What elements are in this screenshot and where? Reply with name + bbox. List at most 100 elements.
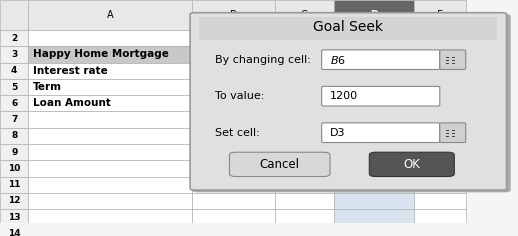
Bar — [28, 160, 192, 177]
Text: 9: 9 — [11, 148, 18, 157]
Bar — [452, 130, 455, 131]
FancyBboxPatch shape — [369, 152, 454, 177]
Bar — [452, 57, 455, 58]
Bar — [28, 193, 192, 209]
Bar — [414, 0, 466, 30]
Bar — [192, 111, 275, 128]
FancyBboxPatch shape — [440, 123, 466, 143]
Text: 3: 3 — [11, 50, 18, 59]
Bar — [28, 111, 192, 128]
Text: Payment: Payment — [357, 33, 411, 43]
Bar — [28, 30, 192, 46]
Bar — [414, 225, 466, 236]
Text: 13: 13 — [8, 213, 21, 222]
Bar — [414, 63, 466, 79]
Bar — [192, 63, 275, 79]
Bar — [192, 177, 275, 193]
Text: 12: 12 — [8, 196, 21, 205]
Bar — [452, 136, 455, 137]
Text: By changing cell:: By changing cell: — [215, 55, 311, 65]
Bar — [192, 193, 275, 209]
FancyBboxPatch shape — [192, 14, 511, 192]
Bar — [446, 130, 449, 131]
Text: 4: 4 — [11, 66, 18, 75]
Bar — [0, 128, 28, 144]
Text: 2: 2 — [11, 34, 18, 43]
Bar — [334, 95, 414, 111]
Bar — [0, 30, 28, 46]
Text: 7: 7 — [11, 115, 18, 124]
Bar — [192, 225, 275, 236]
FancyBboxPatch shape — [322, 50, 440, 69]
Bar — [275, 30, 334, 46]
Bar — [452, 60, 455, 61]
Bar — [275, 209, 334, 225]
Bar — [192, 209, 275, 225]
Text: To value:: To value: — [215, 91, 264, 101]
Bar — [192, 30, 275, 46]
Text: 1476.26: 1476.26 — [368, 66, 411, 76]
Bar — [446, 63, 449, 64]
Text: 5.00%: 5.00% — [239, 66, 271, 76]
Bar — [192, 160, 275, 177]
Bar — [0, 209, 28, 225]
Bar — [334, 111, 414, 128]
Bar — [28, 144, 192, 160]
Bar — [199, 17, 497, 40]
Text: E: E — [437, 10, 443, 20]
Text: Cancel: Cancel — [260, 158, 300, 171]
Bar — [414, 193, 466, 209]
Bar — [28, 177, 192, 193]
Text: D: D — [370, 10, 378, 20]
Bar — [446, 136, 449, 137]
Text: Set cell:: Set cell: — [215, 128, 260, 138]
Bar — [28, 225, 192, 236]
Text: 6: 6 — [11, 99, 18, 108]
Text: A: A — [107, 10, 113, 20]
Bar — [414, 209, 466, 225]
Bar — [0, 111, 28, 128]
Bar — [446, 133, 449, 134]
Bar — [334, 160, 414, 177]
Bar — [334, 144, 414, 160]
Bar — [275, 225, 334, 236]
Bar — [334, 79, 414, 95]
Bar — [275, 79, 334, 95]
Bar — [334, 128, 414, 144]
Bar — [275, 193, 334, 209]
Bar — [0, 46, 28, 63]
Bar — [446, 57, 449, 58]
Bar — [275, 0, 334, 30]
Bar — [275, 177, 334, 193]
Bar — [334, 30, 414, 46]
Bar — [275, 46, 334, 63]
Bar — [28, 46, 192, 63]
Text: 5: 5 — [11, 83, 18, 92]
Bar — [275, 144, 334, 160]
Bar — [275, 63, 334, 79]
Bar — [414, 177, 466, 193]
Bar — [334, 225, 414, 236]
Bar — [28, 79, 192, 95]
Text: 1476.26: 1476.26 — [368, 50, 411, 59]
Bar — [193, 97, 273, 109]
Bar — [28, 128, 192, 144]
Bar — [414, 160, 466, 177]
Text: 10: 10 — [8, 164, 20, 173]
Text: Rate: Rate — [302, 33, 331, 43]
Bar — [192, 95, 275, 111]
Bar — [192, 128, 275, 144]
Text: D3: D3 — [330, 128, 346, 138]
Text: 8: 8 — [11, 131, 18, 140]
Text: Interest rate: Interest rate — [33, 66, 107, 76]
Bar — [0, 193, 28, 209]
Text: Loan Amount: Loan Amount — [33, 98, 110, 108]
Bar — [334, 177, 414, 193]
Text: 11: 11 — [8, 180, 21, 189]
Bar — [414, 95, 466, 111]
Bar — [452, 63, 455, 64]
Bar — [0, 144, 28, 160]
Bar — [28, 63, 192, 79]
Text: 14: 14 — [8, 229, 21, 236]
Bar — [192, 0, 275, 30]
